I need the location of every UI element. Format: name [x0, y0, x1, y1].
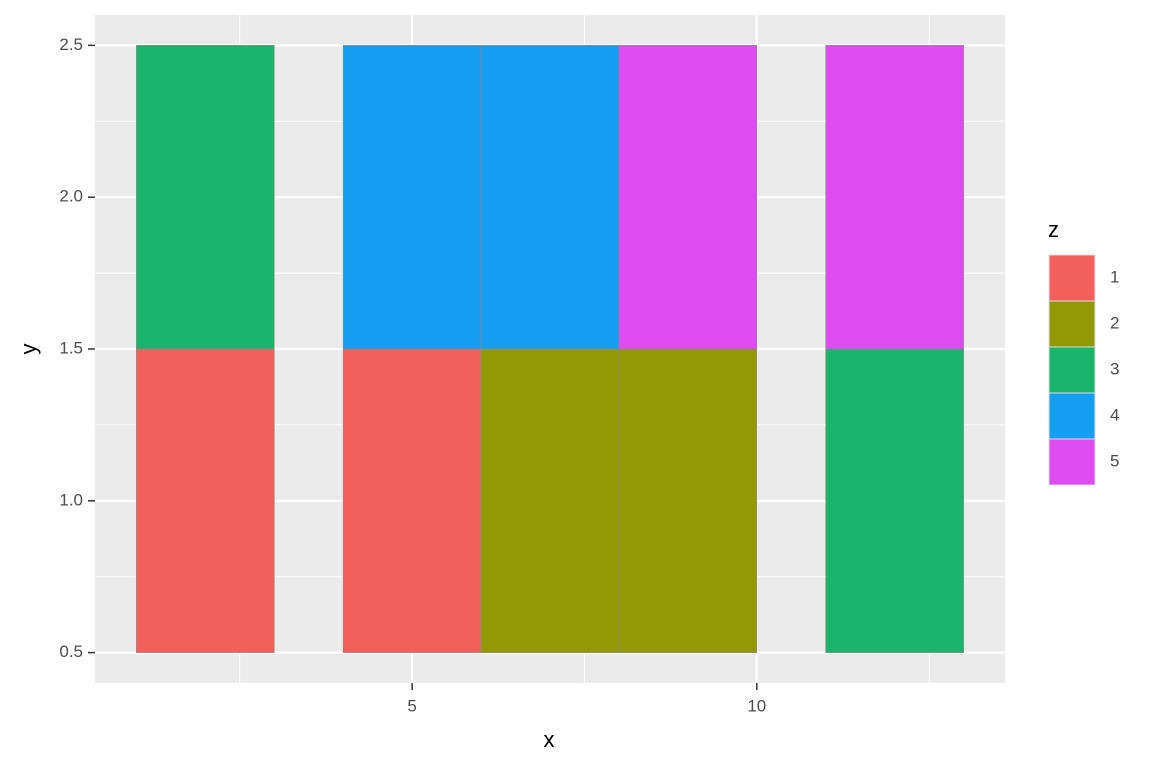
x-axis-title: x [544, 727, 555, 752]
legend-label: 1 [1110, 267, 1119, 286]
legend-title: z [1048, 217, 1059, 242]
legend-key [1048, 438, 1096, 486]
legend-label: 4 [1110, 405, 1119, 424]
legend-key [1048, 346, 1096, 394]
tile [342, 45, 482, 350]
legend-key [1048, 392, 1096, 440]
y-tick-label: 1.5 [59, 338, 83, 357]
tile [618, 45, 758, 350]
tile [825, 348, 964, 653]
x-tick-label: 5 [407, 696, 416, 715]
legend-label: 2 [1110, 313, 1119, 332]
x-tick-label: 10 [747, 696, 766, 715]
tile [825, 45, 964, 350]
tile [342, 348, 482, 653]
legend-key [1048, 254, 1096, 302]
y-tick-label: 2.5 [59, 35, 83, 54]
tile [480, 45, 620, 350]
tile [618, 348, 758, 653]
tile [136, 348, 275, 653]
y-tick-label: 1.0 [59, 490, 83, 509]
legend-label: 5 [1110, 451, 1119, 470]
y-tick-label: 0.5 [59, 642, 83, 661]
legend-key [1048, 300, 1096, 348]
y-axis-title: y [16, 344, 41, 355]
legend-label: 3 [1110, 359, 1119, 378]
tile [480, 348, 620, 653]
tiles [136, 45, 964, 653]
y-tick-label: 2.0 [59, 187, 83, 206]
tile [136, 45, 275, 350]
